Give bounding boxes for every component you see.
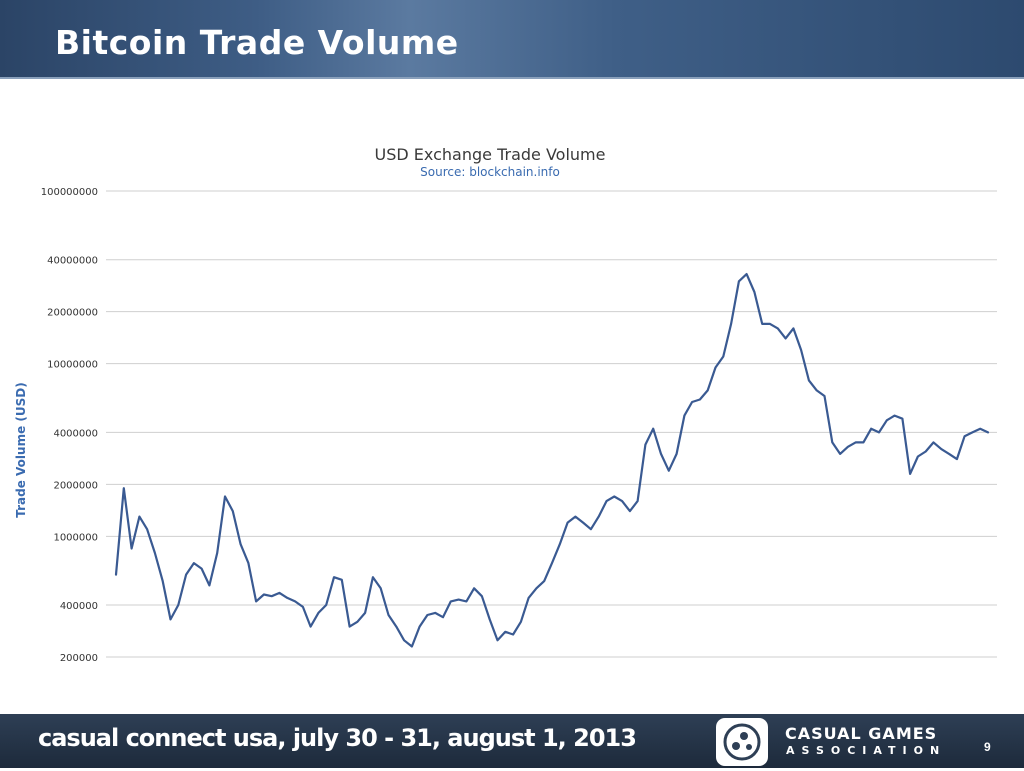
y-axis-label: Trade Volume (USD)	[14, 382, 28, 517]
logo-name: CASUAL GAMES	[785, 724, 938, 743]
y-tick-label: 2000000	[53, 480, 98, 491]
y-tick-label: 40000000	[47, 256, 98, 267]
trade-volume-chart: 200000 400000 1000000 2000000 4000000 1000000…	[14, 187, 997, 664]
event-text: casual connect usa, july 30 - 31, august…	[38, 724, 637, 752]
y-tick-label: 100000000	[41, 187, 98, 198]
casual-games-logo-icon	[716, 718, 768, 766]
y-tick-label: 400000	[60, 601, 98, 612]
series-line	[114, 273, 990, 648]
page-number: 9	[984, 740, 991, 754]
slide-title: Bitcoin Trade Volume	[55, 23, 459, 62]
y-tick-label: 4000000	[53, 428, 98, 439]
y-tick-label: 200000	[60, 653, 98, 664]
chart-title: USD Exchange Trade Volume	[374, 145, 606, 164]
logo-subtitle: ASSOCIATION	[786, 744, 947, 757]
y-tick-label: 1000000	[53, 532, 98, 543]
slide-header: Bitcoin Trade Volume	[0, 0, 1024, 79]
footer-banner: casual connect usa, july 30 - 31, august…	[0, 714, 1024, 768]
chart-subtitle: Source: blockchain.info	[420, 165, 560, 179]
y-tick-label: 10000000	[47, 360, 98, 371]
y-tick-label: 20000000	[47, 308, 98, 319]
grid-lines	[106, 190, 997, 658]
y-tick-labels: 200000 400000 1000000 2000000 4000000 1000000…	[41, 187, 98, 664]
